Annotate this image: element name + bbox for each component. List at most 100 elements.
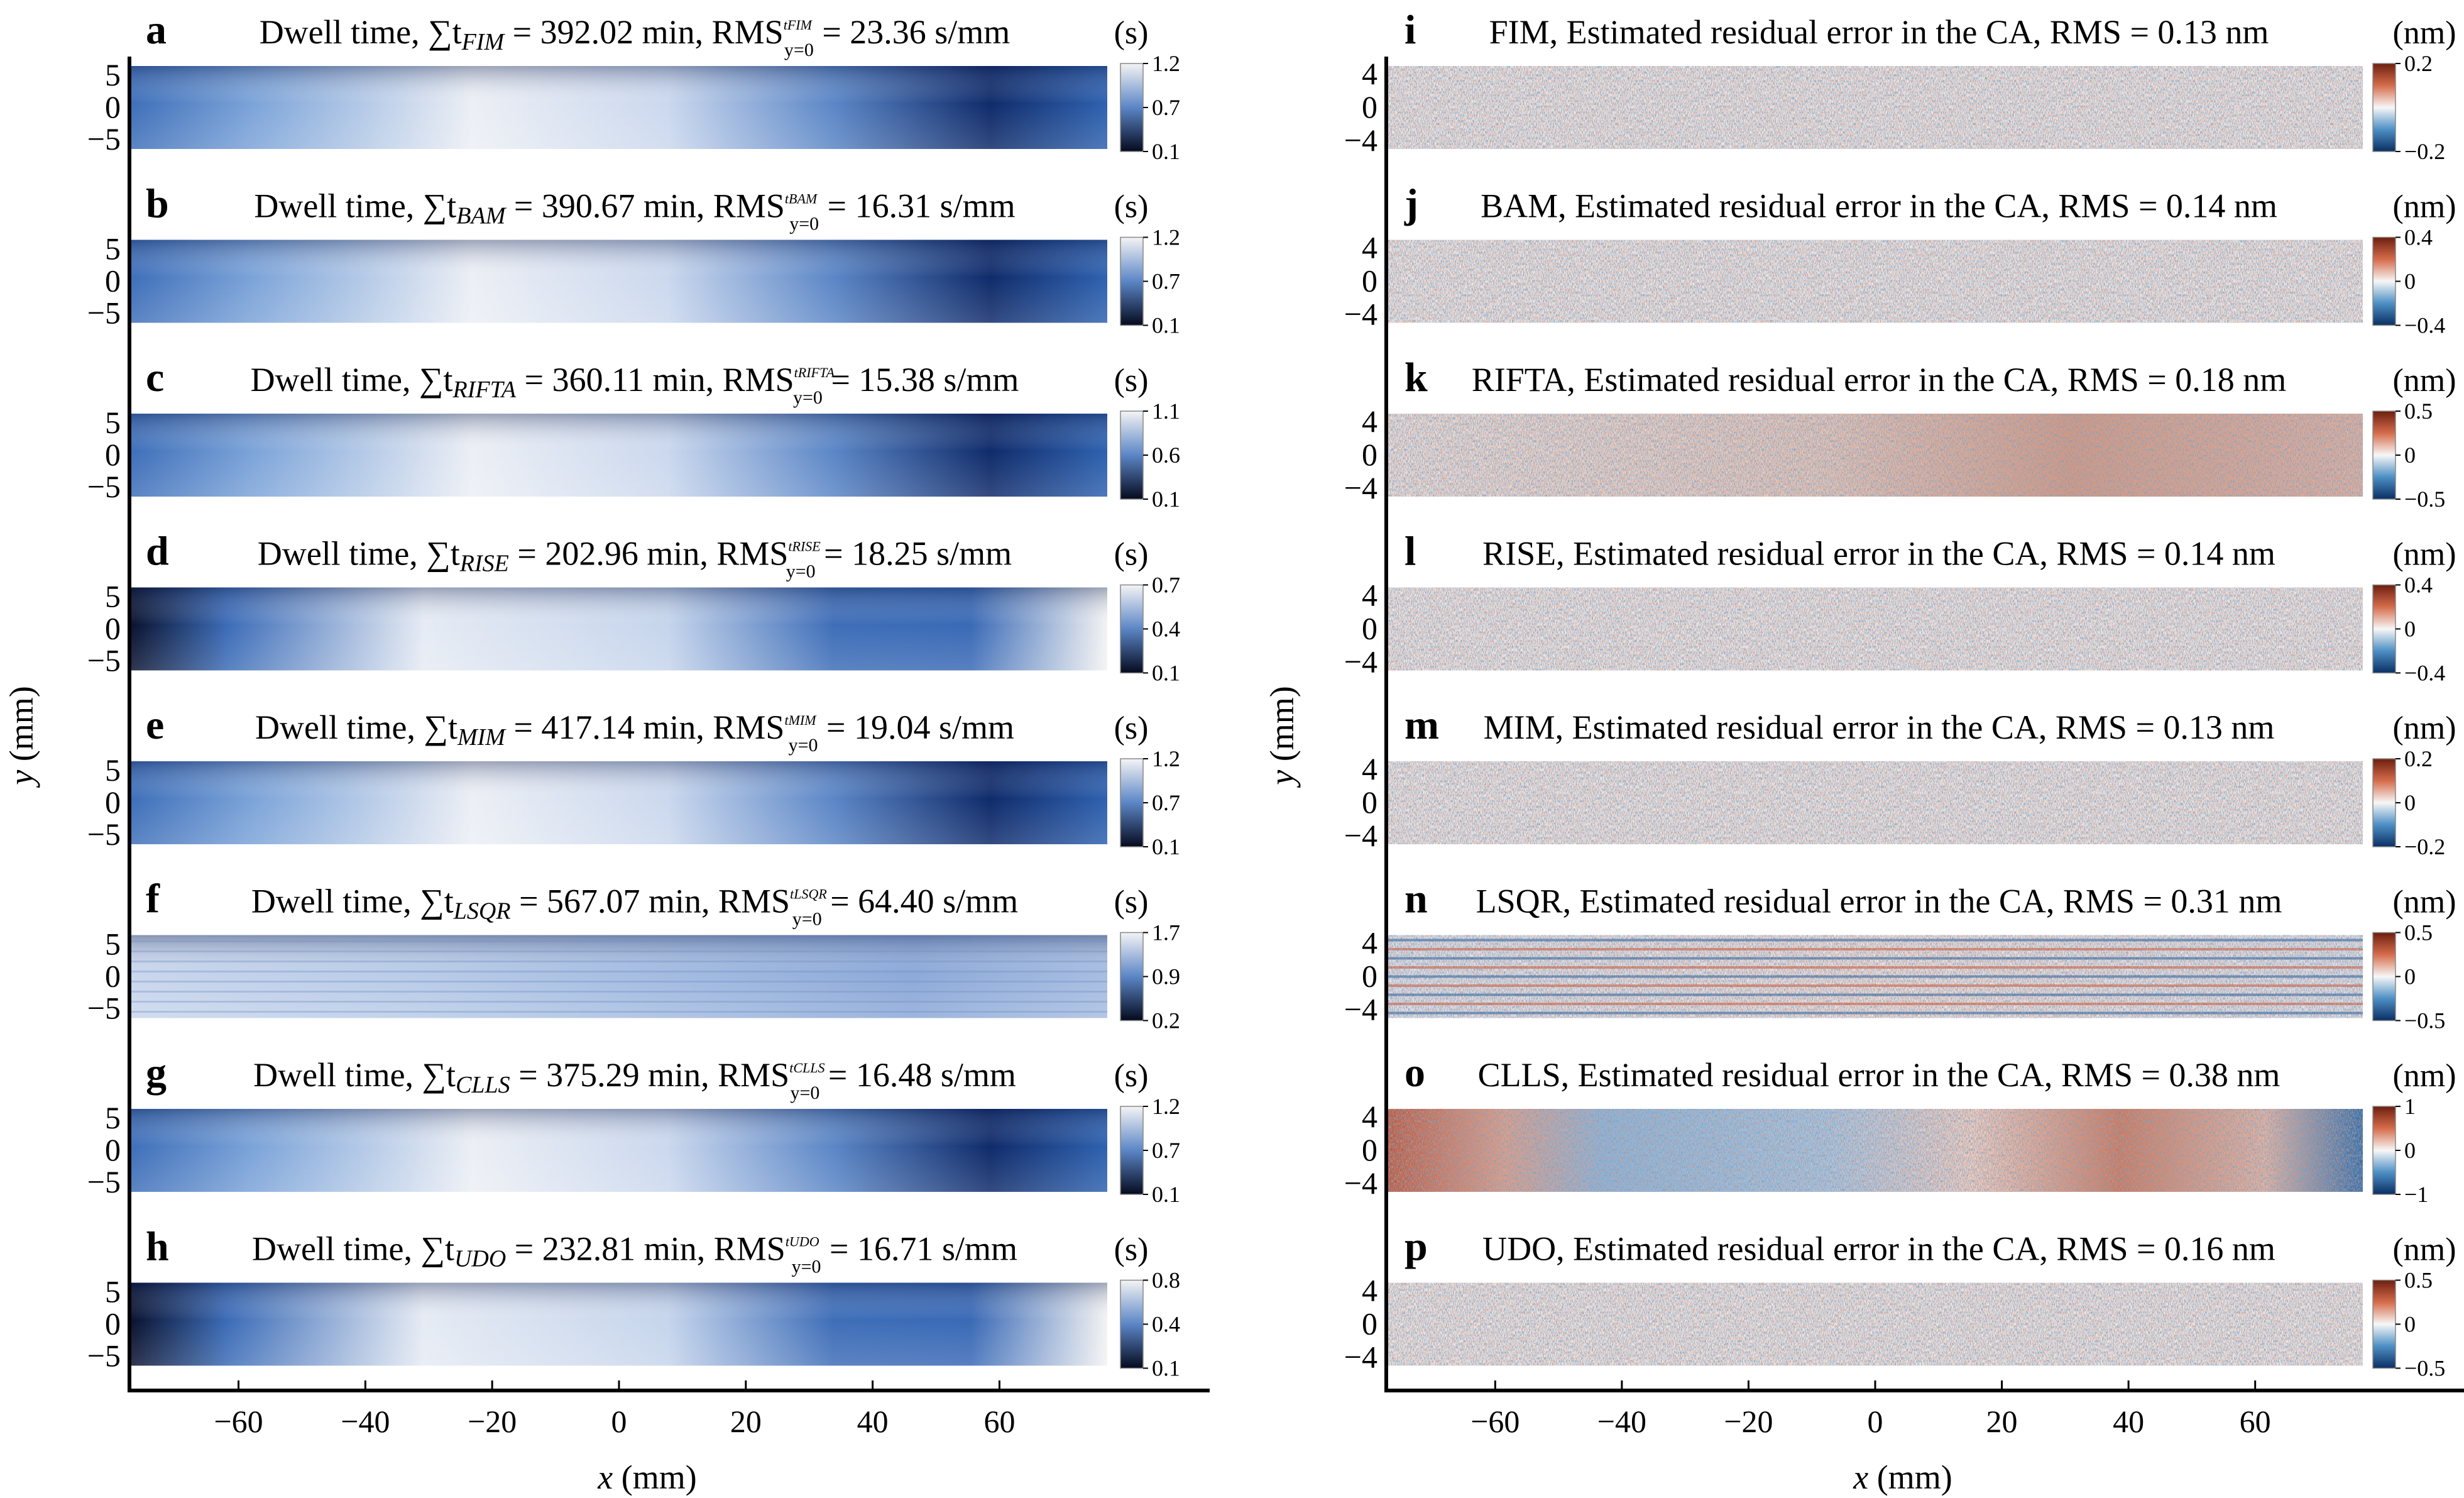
y-tick-label: 5 xyxy=(105,1274,121,1309)
right-y-axis-label: y (mm) xyxy=(1263,686,1301,788)
y-tick-label: −4 xyxy=(1344,818,1377,853)
x-tick-label: −40 xyxy=(1597,1404,1646,1439)
panel-label-m: m xyxy=(1404,702,1439,748)
panel-label-j: j xyxy=(1404,181,1418,227)
panel-title-a: Dwell time, ∑tFIM = 392.02 min, RMStFIM y… xyxy=(260,13,1010,60)
y-tick-label: 0 xyxy=(1362,263,1377,299)
y-tick-label: −5 xyxy=(87,990,121,1025)
x-tick-label: 0 xyxy=(1868,1404,1883,1439)
heatmap-texture-i xyxy=(1388,66,2363,149)
colorbar-tick-label: −0.4 xyxy=(2404,661,2445,686)
colorbar-tick-label: 0.1 xyxy=(1152,487,1180,512)
panel-title-b: Dwell time, ∑tBAM = 390.67 min, RMStBAM y… xyxy=(254,187,1015,234)
colorbar-tick-label: 0.5 xyxy=(2404,920,2433,945)
colorbar-tick-label: 0.2 xyxy=(1152,1008,1180,1033)
y-tick-label: 0 xyxy=(1362,785,1377,820)
colorbar-tick-label: 0.7 xyxy=(1152,269,1180,294)
colorbar-unit-i: (nm) xyxy=(2392,15,2456,51)
y-tick-label: 4 xyxy=(1362,925,1377,961)
y-tick-label: −4 xyxy=(1344,1339,1377,1374)
colorbar-tick-label: 0.6 xyxy=(1152,443,1180,468)
left-y-axis-label: y (mm) xyxy=(3,686,40,788)
y-tick-label: 4 xyxy=(1362,1273,1377,1308)
colorbar-tick-label: 0.9 xyxy=(1152,964,1180,989)
x-tick-label: 60 xyxy=(983,1404,1015,1439)
colorbar-tick-label: 1 xyxy=(2404,1094,2416,1119)
y-tick-label: −5 xyxy=(87,121,121,157)
colorbar-tick-label: −0.4 xyxy=(2404,313,2445,338)
colorbar-tick-label: 0.1 xyxy=(1152,1356,1180,1381)
colorbar-tick-label: 0 xyxy=(2404,1312,2416,1337)
y-tick-label: 5 xyxy=(105,231,121,267)
y-tick-label: 0 xyxy=(105,1306,121,1341)
axes-decorations: y (mm) x (mm) y (mm) x (mm) xyxy=(3,686,1952,1496)
colorbar-tick-label: 1.7 xyxy=(1152,920,1180,945)
colorbar-tick-label: 0.4 xyxy=(1152,617,1180,642)
panel-title-l: RISE, Estimated residual error in the CA… xyxy=(1482,535,2275,573)
x-tick-label: 20 xyxy=(730,1404,762,1439)
colorbar-tick-label: 0.2 xyxy=(2404,746,2433,771)
colorbar-p xyxy=(2372,1279,2396,1369)
colorbar-unit-j: (nm) xyxy=(2392,189,2456,225)
colorbar-tick-label: 0.7 xyxy=(1152,1138,1180,1163)
y-tick-label: 0 xyxy=(105,263,121,299)
colorbar-tick-label: 1.2 xyxy=(1152,51,1180,76)
heatmap-texture-k xyxy=(1388,414,2363,497)
colorbar-tick-label: 0.5 xyxy=(2404,399,2433,424)
y-tick-label: −4 xyxy=(1344,470,1377,505)
panel-a: a Dwell time, ∑tFIM = 392.02 min, RMStFIM… xyxy=(87,7,1180,164)
colorbar-o xyxy=(2372,1106,2396,1195)
colorbar-unit-o: (nm) xyxy=(2392,1058,2456,1094)
panel-d: d Dwell time, ∑tRISE = 202.96 min, RMStRI… xyxy=(87,529,1180,686)
y-tick-label: 0 xyxy=(105,437,121,472)
colorbar-g xyxy=(1120,1106,1144,1195)
y-tick-label: 0 xyxy=(1362,437,1377,472)
colorbar-unit-k: (nm) xyxy=(2392,363,2456,399)
colorbar-tick-label: −1 xyxy=(2404,1182,2428,1207)
y-tick-label: 0 xyxy=(105,959,121,994)
colorbar-tick-label: 0 xyxy=(2404,964,2416,989)
right-x-axis-label: x (mm) xyxy=(1853,1458,1952,1496)
panel-c: c Dwell time, ∑tRIFTA = 360.11 min, RMStR… xyxy=(87,355,1180,512)
x-tick-label: 20 xyxy=(1986,1404,2018,1439)
colorbar-tick-label: 0.1 xyxy=(1152,661,1180,686)
y-tick-label: 4 xyxy=(1362,404,1377,439)
colorbar-b xyxy=(1120,236,1144,326)
panel-title-g: Dwell time, ∑tCLLS = 375.29 min, RMStCLL… xyxy=(253,1056,1016,1103)
panel-title-c: Dwell time, ∑tRIFTA = 360.11 min, RMStRI… xyxy=(251,361,1019,408)
panel-title-h: Dwell time, ∑tUDO = 232.81 min, RMStUDO y… xyxy=(252,1230,1017,1277)
y-tick-label: 5 xyxy=(105,579,121,614)
y-tick-label: −4 xyxy=(1344,296,1377,331)
panel-title-f: Dwell time, ∑tLSQR = 567.07 min, RMStLSQ… xyxy=(251,883,1018,930)
x-tick-label: −20 xyxy=(468,1404,517,1439)
x-tick-label: 60 xyxy=(2240,1404,2271,1439)
colorbar-j xyxy=(2372,236,2396,326)
y-tick-label: 0 xyxy=(1362,89,1377,124)
panel-m: m MIM, Estimated residual error in the CA… xyxy=(1344,702,2456,859)
colorbar-tick-label: 0.7 xyxy=(1152,790,1180,815)
colorbar-tick-label: 0.1 xyxy=(1152,313,1180,338)
y-tick-label: −5 xyxy=(87,295,121,330)
colorbar-tick-label: 0.7 xyxy=(1152,95,1180,120)
x-tick-label: 0 xyxy=(611,1404,627,1439)
panel-label-a: a xyxy=(146,7,167,53)
panel-title-d: Dwell time, ∑tRISE = 202.96 min, RMStRIS… xyxy=(258,535,1012,582)
panel-title-k: RIFTA, Estimated residual error in the C… xyxy=(1472,361,2287,399)
panel-label-n: n xyxy=(1404,876,1428,922)
heatmap-shading-g xyxy=(131,1109,1107,1192)
colorbar-tick-label: −0.5 xyxy=(2404,1008,2445,1033)
colorbar-h xyxy=(1120,1279,1144,1369)
colorbar-e xyxy=(1120,758,1144,847)
colorbar-tick-label: −0.5 xyxy=(2404,487,2445,512)
colorbar-tick-label: 0 xyxy=(2404,269,2416,294)
y-tick-label: −5 xyxy=(87,1164,121,1199)
panel-label-e: e xyxy=(146,702,164,748)
y-tick-label: 4 xyxy=(1362,56,1377,91)
heatmap-shading-a xyxy=(131,66,1107,149)
panel-title-p: UDO, Estimated residual error in the CA,… xyxy=(1482,1230,2275,1268)
heatmap-shading-f xyxy=(131,935,1107,1018)
y-tick-label: 0 xyxy=(105,611,121,646)
heatmap-shading-e xyxy=(131,761,1107,844)
colorbar-unit-n: (nm) xyxy=(2392,884,2456,920)
